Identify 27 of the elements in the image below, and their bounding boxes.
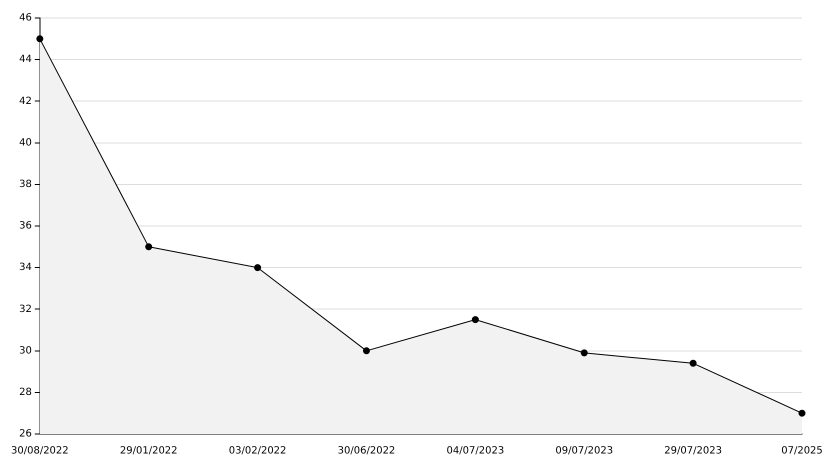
point — [798, 410, 806, 417]
y-tick-label: 44 — [19, 54, 32, 66]
y-tick-label: 30 — [19, 345, 32, 356]
y-tick-label: 34 — [19, 262, 32, 274]
x-tick-label: 07/2025 — [781, 446, 823, 457]
x-tick-label: 30/08/2022 — [11, 446, 69, 457]
y-tick-label: 32 — [19, 304, 32, 315]
point — [472, 316, 479, 324]
point — [690, 360, 697, 367]
y-tick-label: 40 — [19, 137, 32, 148]
y-tick-label: 38 — [19, 178, 32, 190]
x-tick-label: 03/02/2022 — [228, 446, 286, 457]
point — [580, 349, 588, 356]
point — [254, 264, 262, 272]
point — [36, 35, 44, 42]
y-tick-label: 26 — [19, 428, 32, 440]
x-tick-label: 30/06/2022 — [338, 446, 396, 457]
point — [145, 243, 152, 250]
y-tick-label: 28 — [19, 386, 32, 398]
y-tick-label: 42 — [19, 96, 32, 107]
y-tick-label: 46 — [19, 12, 32, 24]
point — [362, 347, 370, 354]
x-tick-label: 09/07/2023 — [555, 446, 614, 457]
y-tick-label: 36 — [19, 220, 32, 232]
x-tick-label: 29/01/2022 — [120, 446, 178, 457]
x-tick-label: 04/07/2023 — [446, 446, 504, 457]
x-tick-label: 29/07/2023 — [664, 446, 722, 457]
